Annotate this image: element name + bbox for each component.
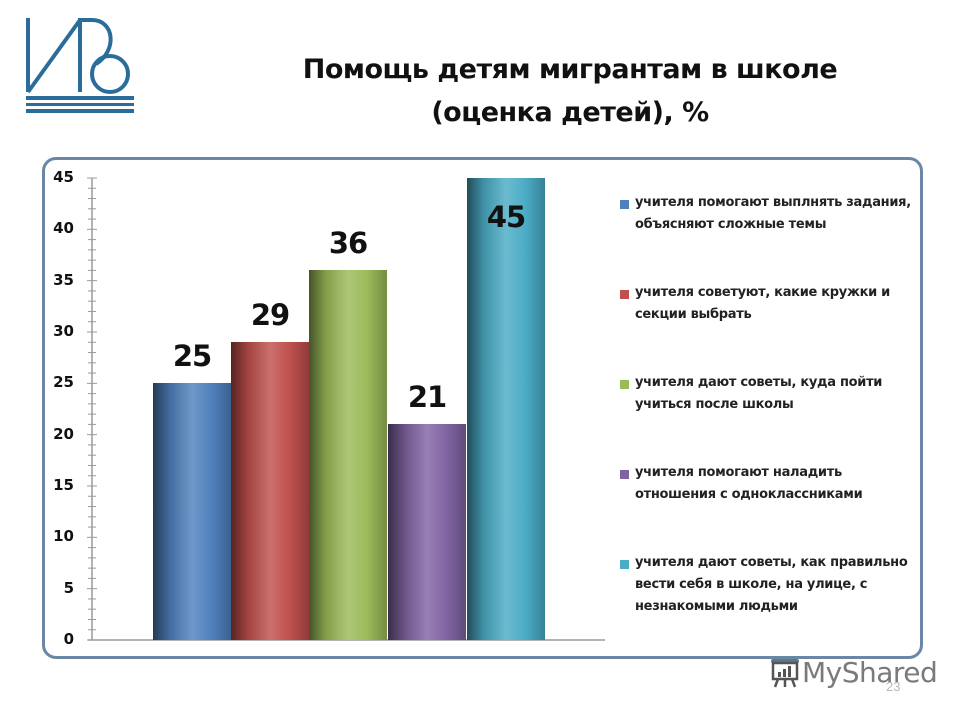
bar-value-label: 21: [407, 380, 447, 415]
legend-swatch: [620, 290, 629, 299]
y-tick-label: 20: [53, 424, 74, 443]
y-tick-label: 30: [53, 322, 74, 340]
legend-item: учителя дают советы, куда пойти учиться …: [620, 375, 920, 416]
legend-item: учителя дают советы, как правильно вести…: [620, 555, 920, 618]
bar-series-1: [153, 383, 231, 640]
idv-logo: [26, 18, 134, 113]
bar-value-label: 36: [328, 226, 368, 261]
y-tick-label: 40: [53, 219, 74, 238]
chart-title: Помощь детям мигрантам в школе (оценка д…: [240, 48, 900, 134]
y-tick-label: 45: [53, 168, 74, 186]
bar-series-4: [388, 424, 466, 640]
bar-value-label: 45: [486, 200, 526, 234]
bar-series-2: [231, 342, 309, 640]
legend-label: учителя дают советы, куда пойти учиться …: [635, 375, 883, 412]
y-tick-label: 15: [53, 476, 74, 494]
y-tick-label: 10: [53, 527, 74, 546]
y-tick-label: 0: [63, 630, 74, 648]
legend-swatch: [620, 380, 629, 389]
bar-value-label: 25: [172, 339, 212, 374]
legend-swatch: [620, 470, 629, 479]
presentation-board-icon: [771, 659, 799, 688]
watermark: MyShared: [768, 655, 938, 689]
y-tick-label: 35: [53, 270, 74, 289]
legend-swatch: [620, 200, 629, 209]
watermark-text: MyShared: [802, 655, 938, 689]
legend-item: учителя советуют, какие кружки и секции …: [620, 285, 920, 326]
legend-label: учителя помогают наладить отношения с од…: [635, 465, 863, 502]
bar-series-5: [467, 178, 545, 640]
legend-swatch: [620, 560, 629, 569]
bar-value-label: 29: [250, 298, 290, 333]
chart-title-line1: Помощь детям мигрантам в школе: [302, 54, 838, 85]
y-tick-label: 25: [53, 373, 74, 392]
legend-label: учителя помогают выплнять задания, объяс…: [635, 195, 911, 232]
bar-series-3: [309, 270, 387, 640]
legend-item: учителя помогают выплнять задания, объяс…: [620, 195, 920, 236]
legend-label: учителя дают советы, как правильно вести…: [635, 555, 908, 614]
chart-title-line2: (оценка детей), %: [431, 97, 709, 128]
legend-item: учителя помогают наладить отношения с од…: [620, 465, 920, 506]
legend-label: учителя советуют, какие кружки и секции …: [635, 285, 890, 322]
y-tick-label: 5: [63, 578, 74, 597]
page-number: 23: [886, 679, 901, 694]
